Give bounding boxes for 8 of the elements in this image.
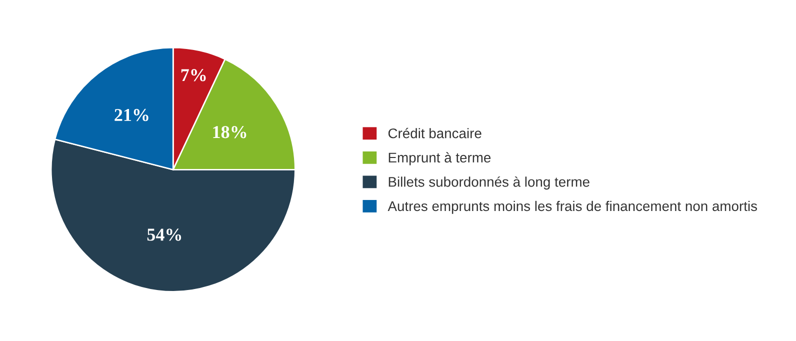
legend-label: Autres emprunts moins les frais de financement non amortis	[388, 200, 758, 214]
legend-label: Billets subordonnés à long terme	[388, 176, 590, 190]
data-label: 21%	[114, 108, 148, 122]
legend-label: Crédit bancaire	[388, 128, 482, 138]
legend-label: Emprunt à terme	[388, 152, 491, 166]
data-label: 18%	[213, 126, 246, 138]
data-label: 54%	[147, 228, 182, 241]
data-label: 7%	[181, 69, 206, 82]
